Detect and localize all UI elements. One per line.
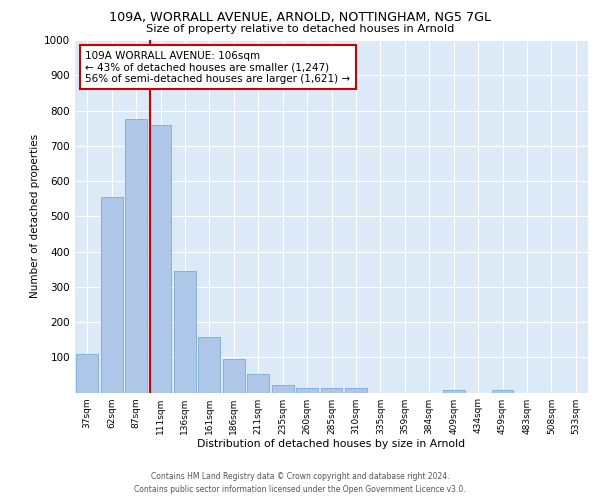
Bar [149, 124, 172, 392]
Text: Contains HM Land Registry data © Crown copyright and database right 2024.
Contai: Contains HM Land Registry data © Crown c… [134, 472, 466, 494]
Text: 109A, WORRALL AVENUE, ARNOLD, NOTTINGHAM, NG5 7GL: 109A, WORRALL AVENUE, ARNOLD, NOTTINGHAM… [109, 11, 491, 24]
Bar [199, 337, 220, 392]
Bar [443, 390, 464, 392]
Bar [174, 271, 196, 392]
Bar [272, 384, 293, 392]
Y-axis label: Number of detached properties: Number of detached properties [30, 134, 40, 298]
Bar [491, 390, 514, 392]
Bar [247, 374, 269, 392]
Bar [320, 388, 343, 392]
Bar [345, 388, 367, 392]
Bar [125, 120, 147, 392]
Bar [296, 388, 318, 392]
Bar [101, 197, 122, 392]
Text: 109A WORRALL AVENUE: 106sqm
← 43% of detached houses are smaller (1,247)
56% of : 109A WORRALL AVENUE: 106sqm ← 43% of det… [85, 50, 350, 84]
Text: Size of property relative to detached houses in Arnold: Size of property relative to detached ho… [146, 24, 454, 34]
Bar [76, 354, 98, 393]
X-axis label: Distribution of detached houses by size in Arnold: Distribution of detached houses by size … [197, 440, 466, 450]
Bar [223, 359, 245, 392]
